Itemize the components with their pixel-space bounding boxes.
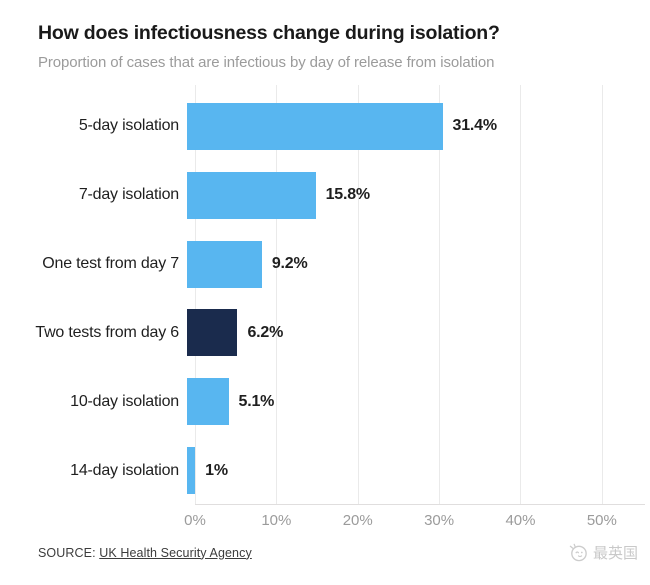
- bar-row: 10-day isolation 5.1%: [0, 367, 650, 436]
- bar: [187, 171, 316, 219]
- bar-value-label: 31.4%: [452, 117, 498, 135]
- category-label: Two tests from day 6: [35, 323, 179, 341]
- bar-row: 7-day isolation 15.8%: [0, 161, 650, 230]
- source-row: SOURCE: UK Health Security Agency: [38, 546, 252, 560]
- bar: [187, 240, 262, 288]
- x-axis: 0% 10% 20% 30% 40% 50%: [0, 508, 650, 532]
- gridline-20%: [357, 85, 359, 505]
- bar-value-label: 9.2%: [271, 255, 308, 273]
- bar-value-label: 15.8%: [325, 186, 371, 204]
- x-tick-label: 40%: [505, 512, 536, 529]
- bar: [187, 447, 196, 495]
- gridline-40%: [520, 85, 522, 505]
- watermark-text: 最英国: [592, 544, 638, 562]
- bar: [187, 102, 443, 150]
- chart-subtitle: Proportion of cases that are infectious …: [38, 54, 495, 72]
- bar-row: 5-day isolation 31.4%: [0, 92, 650, 161]
- source-label: SOURCE:: [38, 545, 96, 560]
- bar-value-label: 6.2%: [247, 323, 284, 341]
- bar-value-label: 1%: [205, 461, 228, 479]
- category-label: 7-day isolation: [78, 186, 179, 204]
- footer: SOURCE: UK Health Security Agency 最英国: [0, 542, 650, 563]
- category-label: 5-day isolation: [78, 117, 179, 135]
- category-label: 10-day isolation: [70, 392, 179, 410]
- x-tick-label: 20%: [342, 512, 373, 529]
- x-tick-label: 10%: [261, 512, 292, 529]
- bar: [187, 378, 229, 426]
- x-tick-label: 0%: [184, 512, 206, 529]
- gridline-0%: [195, 85, 196, 505]
- bar-row: One test from day 7 9.2%: [0, 230, 650, 299]
- category-label: 14-day isolation: [70, 461, 179, 479]
- x-tick-label: 30%: [424, 512, 455, 529]
- gridline-50%: [601, 85, 603, 505]
- bar-value-label: 5.1%: [238, 392, 275, 410]
- bar: [187, 309, 238, 357]
- category-label: One test from day 7: [42, 255, 179, 273]
- plot-area: 5-day isolation 31.4% 7-day isolation 15.8%…: [0, 85, 650, 505]
- gridline-10%: [276, 85, 278, 505]
- gridline-30%: [439, 85, 441, 505]
- watermark: 最英国: [568, 542, 638, 563]
- chart-header: How does infectiousness change during is…: [0, 0, 650, 71]
- bar-rows: 5-day isolation 31.4% 7-day isolation 15.8%…: [0, 92, 650, 505]
- chart-title: How does infectiousness change during is…: [38, 22, 500, 44]
- bar-row: 14-day isolation 1%: [0, 436, 650, 505]
- x-tick-label: 50%: [586, 512, 617, 529]
- watermark-logo-icon: [569, 543, 587, 562]
- bar-row: Two tests from day 6 6.2%: [0, 298, 650, 367]
- axis-baseline: [195, 504, 645, 505]
- source-link[interactable]: UK Health Security Agency: [99, 545, 252, 560]
